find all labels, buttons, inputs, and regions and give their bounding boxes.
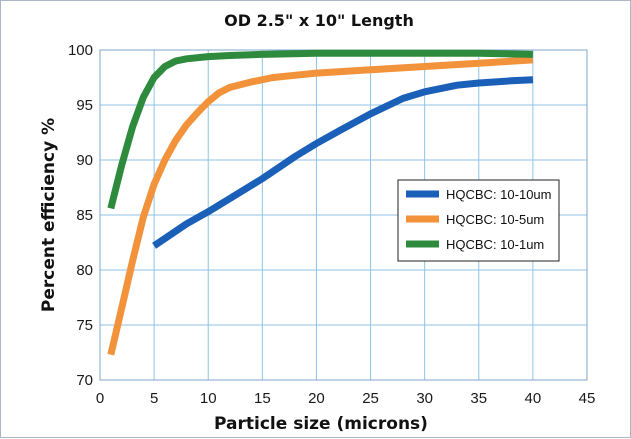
x-axis-title: Particle size (microns) [214,414,428,434]
y-tick-label: 100 [68,42,93,59]
series-line [107,56,534,356]
x-tick-label: 20 [308,390,325,407]
x-tick-label: 0 [96,390,104,407]
y-tick-label: 90 [76,152,93,169]
chart-title: OD 2.5" x 10" Length [224,11,414,30]
legend-label: HQCBC: 10-5um [446,212,544,227]
legend-label: HQCBC: 10-1um [446,237,544,252]
y-axis-title: Percent efficiency % [39,118,59,312]
legend-entries: HQCBC: 10-10um HQCBC: 10-5um HQCBC: 10-1um [406,187,551,252]
x-tick-label: 30 [416,390,433,407]
x-tick-label: 10 [200,390,217,407]
x-tick-label: 15 [254,390,271,407]
legend: HQCBC: 10-10um HQCBC: 10-5um HQCBC: 10-1um [397,179,560,262]
x-tick-label: 40 [525,390,542,407]
x-tick-label: 45 [579,390,596,407]
x-tick-label: 5 [150,390,158,407]
legend-label: HQCBC: 10-10um [446,187,551,202]
series-line [152,76,534,249]
y-tick-label: 95 [76,97,93,114]
series-line [107,49,533,210]
x-axis-ticks: 0 5 10 15 20 25 30 35 40 45 [96,390,596,407]
y-tick-label: 80 [76,262,93,279]
y-tick-label: 75 [76,317,93,334]
series-lines [107,49,534,356]
y-tick-label: 85 [76,207,93,224]
y-axis-ticks: 70 75 80 85 90 95 100 [68,42,93,389]
x-tick-label: 35 [470,390,487,407]
y-tick-label: 70 [76,372,93,389]
x-tick-label: 25 [362,390,379,407]
